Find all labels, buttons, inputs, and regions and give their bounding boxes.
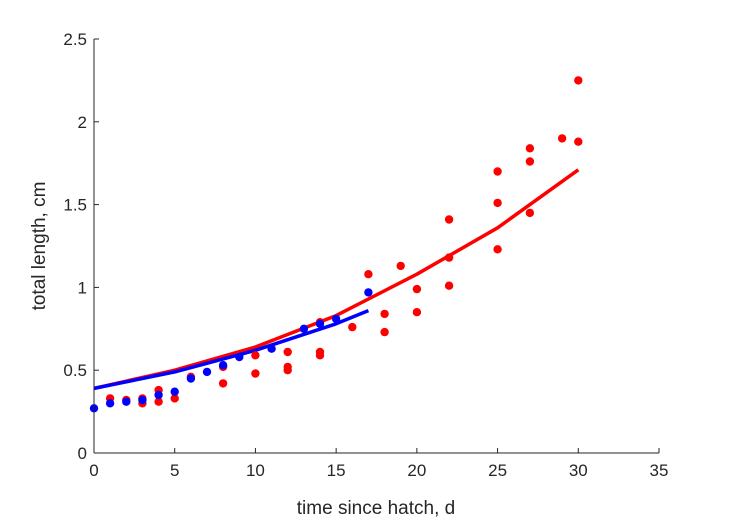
plot-background <box>94 39 659 453</box>
data-point-0-21 <box>380 327 389 337</box>
y-tick-label: 2.5 <box>63 30 87 49</box>
data-point-1-3 <box>138 395 147 405</box>
x-axis-label: time since hatch, d <box>297 498 455 519</box>
x-tick-label: 25 <box>488 461 507 480</box>
data-point-1-2 <box>122 397 131 406</box>
data-point-0-26 <box>444 253 454 262</box>
x-tick-label: 35 <box>650 461 669 480</box>
data-point-0-29 <box>493 198 502 208</box>
x-tick-label: 0 <box>89 461 98 480</box>
data-point-0-36 <box>574 137 583 146</box>
x-tick-label: 20 <box>407 461 426 480</box>
y-tick-label: 0 <box>78 444 87 463</box>
data-point-1-14 <box>364 288 373 297</box>
data-point-0-5 <box>154 397 163 406</box>
data-point-0-22 <box>396 261 405 271</box>
data-point-0-23 <box>412 284 422 294</box>
data-point-1-10 <box>267 344 276 353</box>
data-point-1-1 <box>105 399 115 408</box>
fit-curve-3 <box>93 308 370 391</box>
data-point-0-18 <box>348 322 357 332</box>
data-point-0-8 <box>218 379 228 388</box>
data-point-1-8 <box>218 361 228 370</box>
y-tick-label: 1 <box>78 278 87 297</box>
axes-layer: 0 5 10 15 20 25 30 35 0 0.5 1 1.5 2 2.5 <box>63 30 668 480</box>
data-point-1-9 <box>235 352 244 362</box>
data-point-0-33 <box>525 208 535 218</box>
data-point-1-13 <box>331 314 341 324</box>
data-point-0-35 <box>574 76 583 85</box>
data-point-0-12 <box>283 347 292 357</box>
x-tick-label: 30 <box>569 461 588 480</box>
y-axis-label: total length, cm <box>29 182 50 311</box>
data-point-0-31 <box>525 144 535 153</box>
data-point-0-20 <box>380 309 389 319</box>
data-point-0-28 <box>493 167 502 176</box>
x-tick-label: 15 <box>327 461 346 480</box>
data-point-1-7 <box>202 367 212 377</box>
data-point-0-24 <box>412 308 422 317</box>
data-point-0-10 <box>251 351 260 360</box>
data-point-0-19 <box>364 270 373 279</box>
y-tick-label: 0.5 <box>63 361 87 380</box>
data-point-1-5 <box>170 387 179 396</box>
y-tick-label: 1.5 <box>63 196 87 215</box>
data-point-1-12 <box>315 319 325 328</box>
data-point-0-16 <box>315 351 325 360</box>
data-point-0-11 <box>251 369 260 378</box>
data-point-0-6 <box>170 394 179 403</box>
data-point-1-11 <box>299 324 309 333</box>
x-tick-label: 5 <box>170 461 179 480</box>
plot-area <box>94 39 659 453</box>
x-tick-label: 10 <box>246 461 265 480</box>
data-point-0-14 <box>283 366 292 375</box>
data-point-0-25 <box>444 215 454 224</box>
data-point-0-27 <box>444 281 454 290</box>
data-point-1-6 <box>186 374 196 383</box>
data-point-1-4 <box>154 390 163 400</box>
data-point-0-32 <box>525 157 535 166</box>
y-tick-label: 2 <box>78 113 87 132</box>
series-layer <box>89 76 583 413</box>
data-point-0-34 <box>557 134 567 143</box>
data-point-0-30 <box>493 245 502 254</box>
